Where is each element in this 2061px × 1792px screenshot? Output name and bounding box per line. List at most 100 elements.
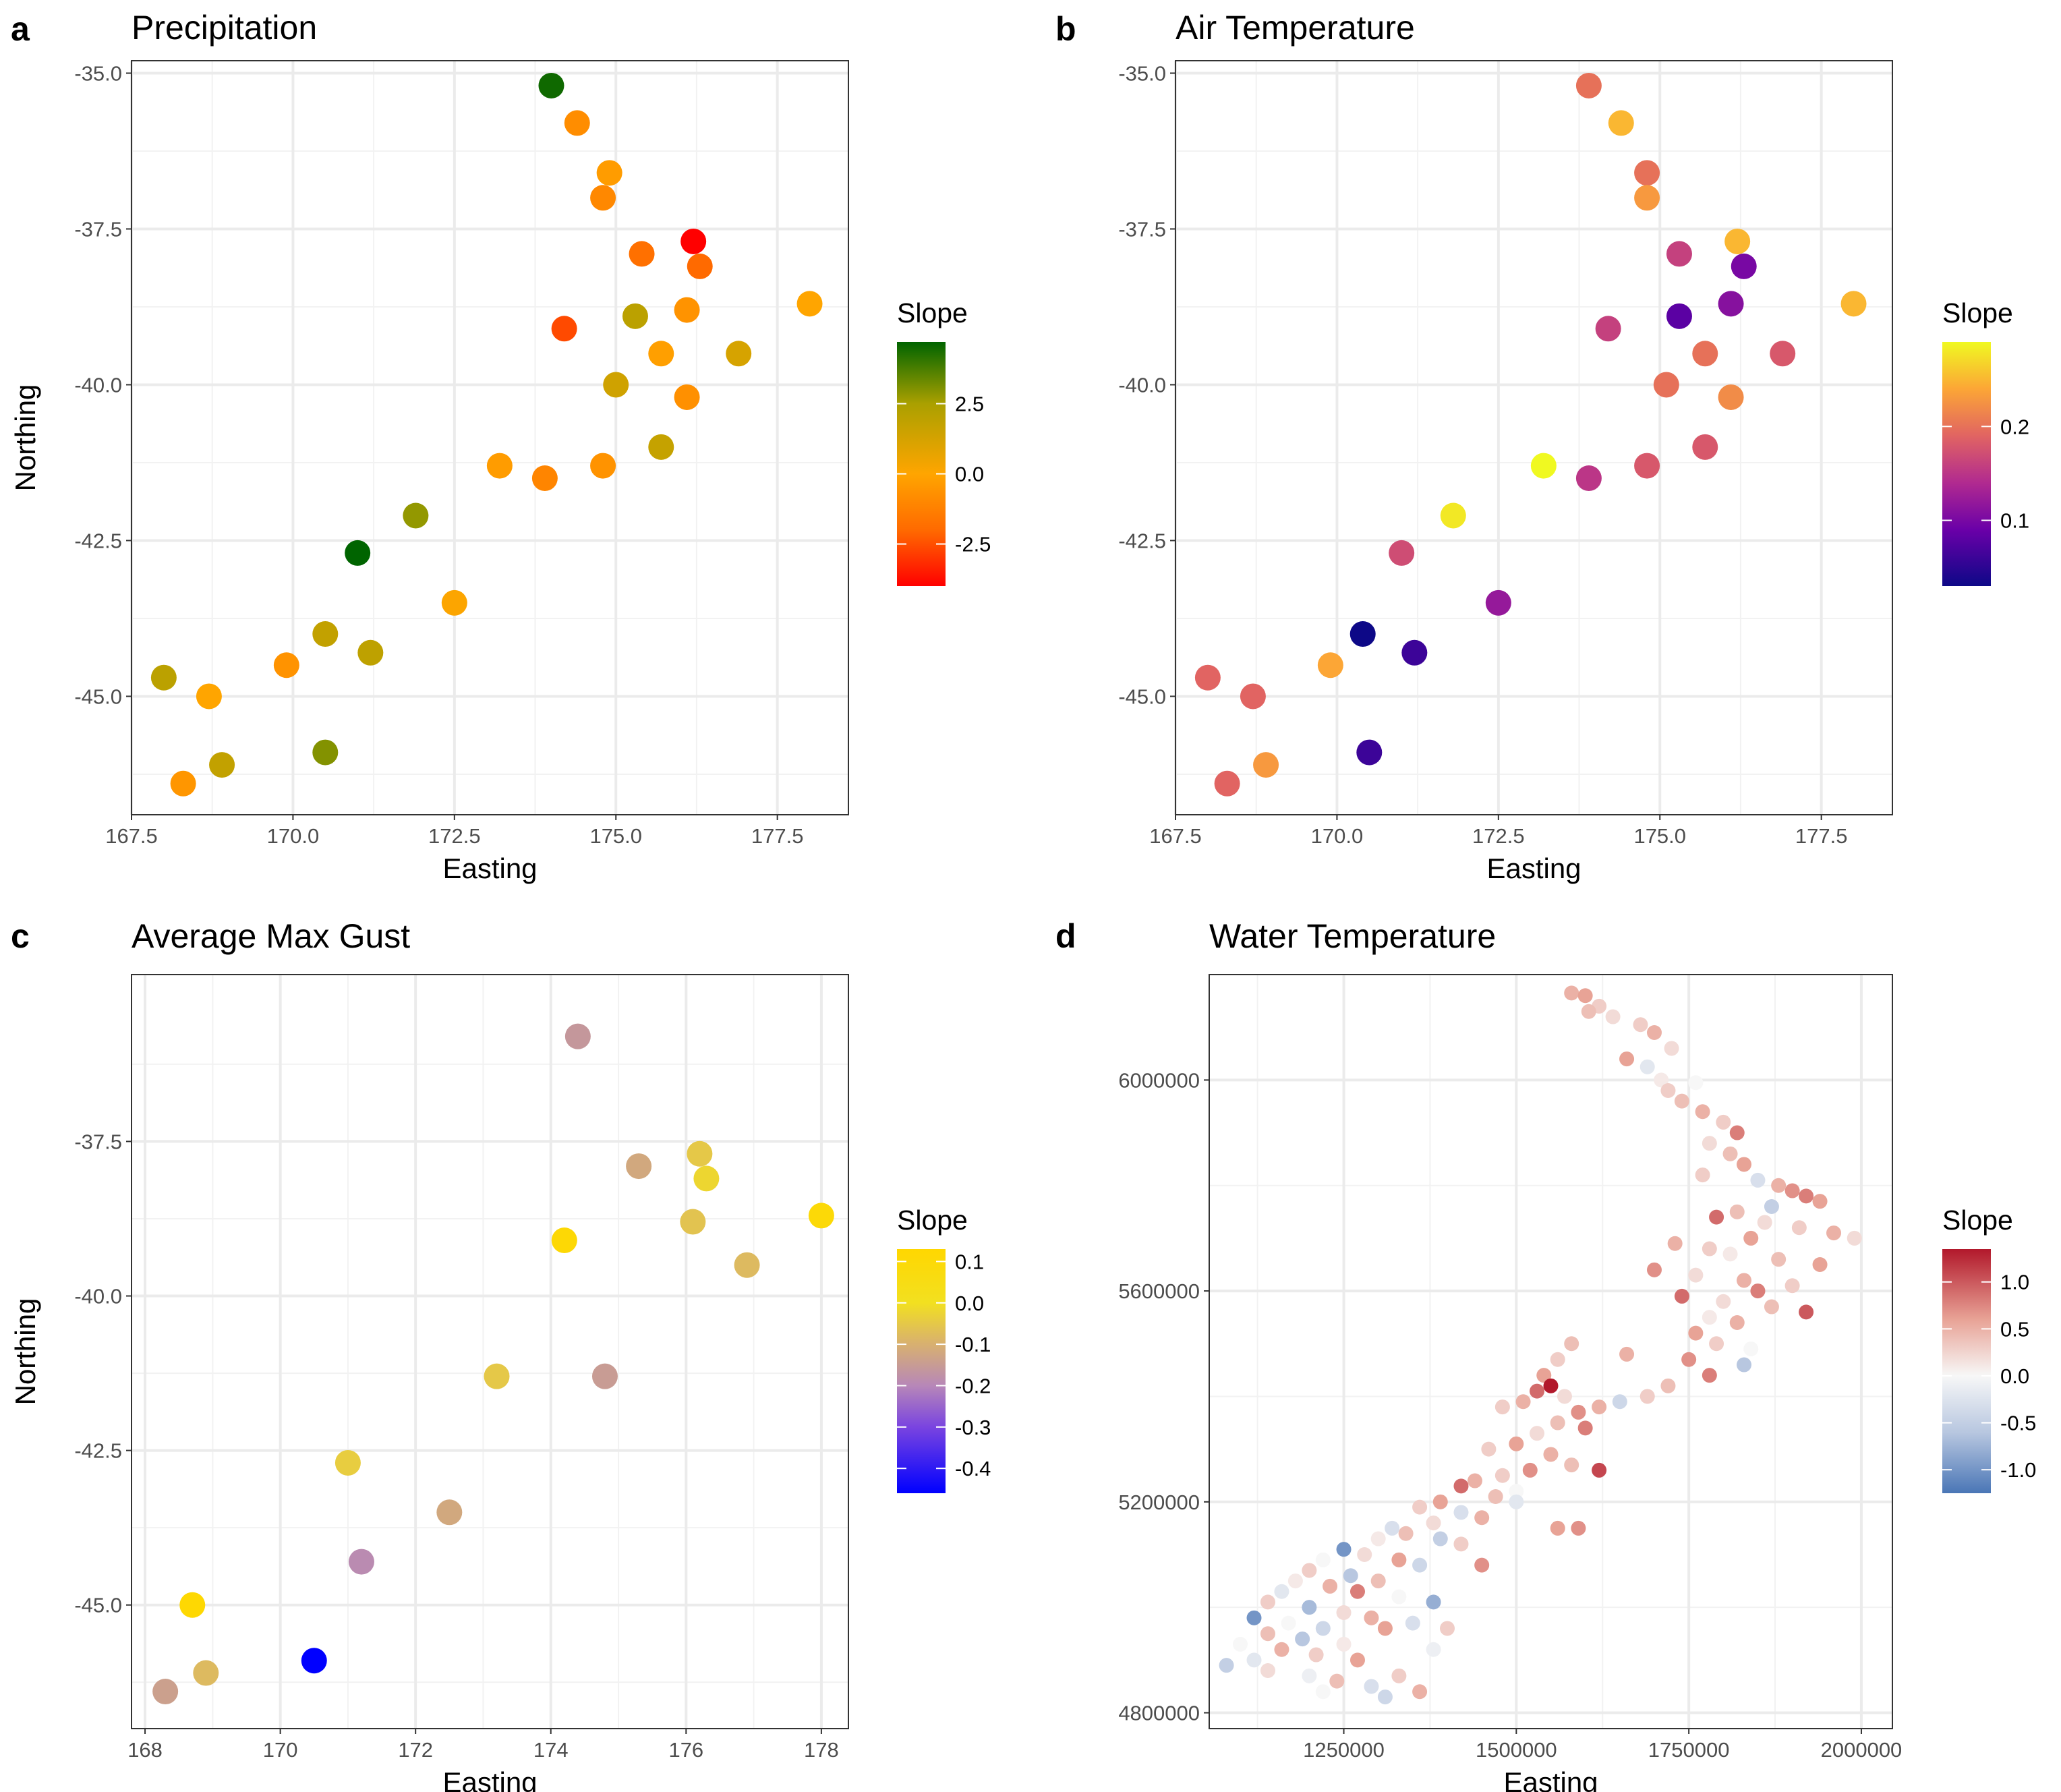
plot-background xyxy=(132,61,848,815)
data-point xyxy=(1702,1241,1717,1256)
data-point xyxy=(1737,1157,1752,1172)
legend-tick-label: 0.0 xyxy=(955,1292,984,1315)
data-point xyxy=(150,664,177,691)
data-point xyxy=(1467,1473,1482,1488)
data-point xyxy=(1389,540,1415,566)
data-point xyxy=(1356,739,1383,765)
data-point xyxy=(1666,241,1692,267)
legend-tick-label: 0.1 xyxy=(2000,509,2029,533)
data-point xyxy=(1494,1468,1510,1483)
data-point xyxy=(1840,291,1867,317)
data-point xyxy=(1722,1146,1738,1161)
data-point xyxy=(1194,664,1221,691)
data-point xyxy=(1695,1104,1710,1120)
data-point xyxy=(1799,1304,1814,1320)
plot-border xyxy=(1175,60,1893,815)
data-point xyxy=(1302,1668,1317,1683)
panel-title: Water Temperature xyxy=(1209,917,1496,955)
data-point xyxy=(693,1165,720,1192)
data-point xyxy=(1440,502,1466,529)
data-point xyxy=(1494,1399,1510,1415)
data-point xyxy=(1302,1600,1317,1615)
data-point xyxy=(1702,1368,1717,1383)
legend-tick-label: -1.0 xyxy=(2000,1458,2036,1482)
data-point xyxy=(348,1549,374,1575)
data-point xyxy=(1847,1230,1862,1246)
data-point xyxy=(1391,1668,1407,1683)
legend-tick-label: 0.2 xyxy=(2000,415,2029,438)
data-point xyxy=(1577,1420,1593,1436)
data-point xyxy=(531,465,558,492)
data-point xyxy=(1688,1075,1704,1091)
data-point xyxy=(170,770,196,797)
data-point xyxy=(357,639,384,666)
panel-letter: a xyxy=(11,10,30,48)
data-point xyxy=(1317,652,1343,678)
data-point xyxy=(1654,1072,1669,1088)
data-point xyxy=(1681,1352,1697,1367)
data-point xyxy=(1432,1494,1448,1509)
data-point xyxy=(436,1499,463,1526)
data-point xyxy=(1550,1352,1565,1367)
legend-title: Slope xyxy=(897,297,968,328)
data-point xyxy=(1716,1114,1731,1130)
data-point xyxy=(441,589,467,616)
data-point xyxy=(1695,1167,1710,1183)
data-point xyxy=(1550,1520,1565,1536)
legend-tick-label: 0.0 xyxy=(2000,1364,2029,1388)
data-point xyxy=(1718,384,1744,410)
y-axis-title: Northing xyxy=(9,1298,41,1406)
legend-tick-label: -2.5 xyxy=(955,533,991,556)
legend-tick-label: 1.0 xyxy=(2000,1271,2029,1294)
data-point xyxy=(1692,341,1718,367)
plot-border xyxy=(131,60,849,815)
x-tick-label: 176 xyxy=(668,1738,703,1762)
y-axis-title: Northing xyxy=(9,1298,41,1406)
data-point xyxy=(1453,1478,1469,1494)
data-point xyxy=(1485,589,1511,616)
x-tick-label: 170.0 xyxy=(1311,824,1364,848)
data-point xyxy=(1639,1389,1655,1404)
y-tick-label: 5600000 xyxy=(1118,1279,1200,1303)
data-point xyxy=(1377,1621,1393,1636)
x-tick-label: 172.5 xyxy=(428,824,481,848)
y-tick-label: 5200000 xyxy=(1118,1491,1200,1514)
y-tick-label: -37.5 xyxy=(74,217,122,241)
x-tick-label: 177.5 xyxy=(751,824,804,848)
data-point xyxy=(1515,1394,1531,1410)
data-point xyxy=(1401,639,1428,666)
data-point xyxy=(1592,1399,1607,1415)
data-point xyxy=(1709,1336,1724,1352)
data-point xyxy=(603,372,629,398)
panel-letter: c xyxy=(11,917,30,955)
data-point xyxy=(1826,1225,1842,1241)
data-point xyxy=(1612,1394,1627,1410)
data-point xyxy=(1260,1626,1275,1642)
data-point xyxy=(1357,1547,1372,1562)
plot-background xyxy=(1175,61,1892,815)
legend-tick-label: -0.5 xyxy=(2000,1412,2036,1435)
data-point xyxy=(1336,1542,1352,1557)
legend-colorbar xyxy=(1942,342,1991,586)
data-point xyxy=(1575,72,1602,98)
y-tick-label: -45.0 xyxy=(74,685,122,708)
data-point xyxy=(1764,1299,1779,1314)
data-point xyxy=(1634,185,1660,211)
plot-background xyxy=(1209,975,1892,1729)
data-point xyxy=(1412,1684,1428,1700)
data-point xyxy=(1571,1404,1586,1420)
y-tick-label: -40.0 xyxy=(74,373,122,397)
data-point xyxy=(1564,985,1579,1001)
plot-background xyxy=(132,975,848,1729)
data-point xyxy=(312,739,339,765)
data-point xyxy=(1674,1288,1689,1304)
data-point xyxy=(1812,1257,1828,1272)
data-point xyxy=(551,316,577,342)
data-point xyxy=(674,384,700,410)
data-point xyxy=(1639,1059,1655,1074)
data-point xyxy=(1750,1172,1766,1188)
data-point xyxy=(1729,1315,1745,1330)
data-point xyxy=(1660,1378,1676,1393)
panel-d: d Water Temperature 1250000 1500000 1750000 2… xyxy=(9,917,2036,1792)
x-axis-title: Easting xyxy=(1503,1766,1598,1792)
